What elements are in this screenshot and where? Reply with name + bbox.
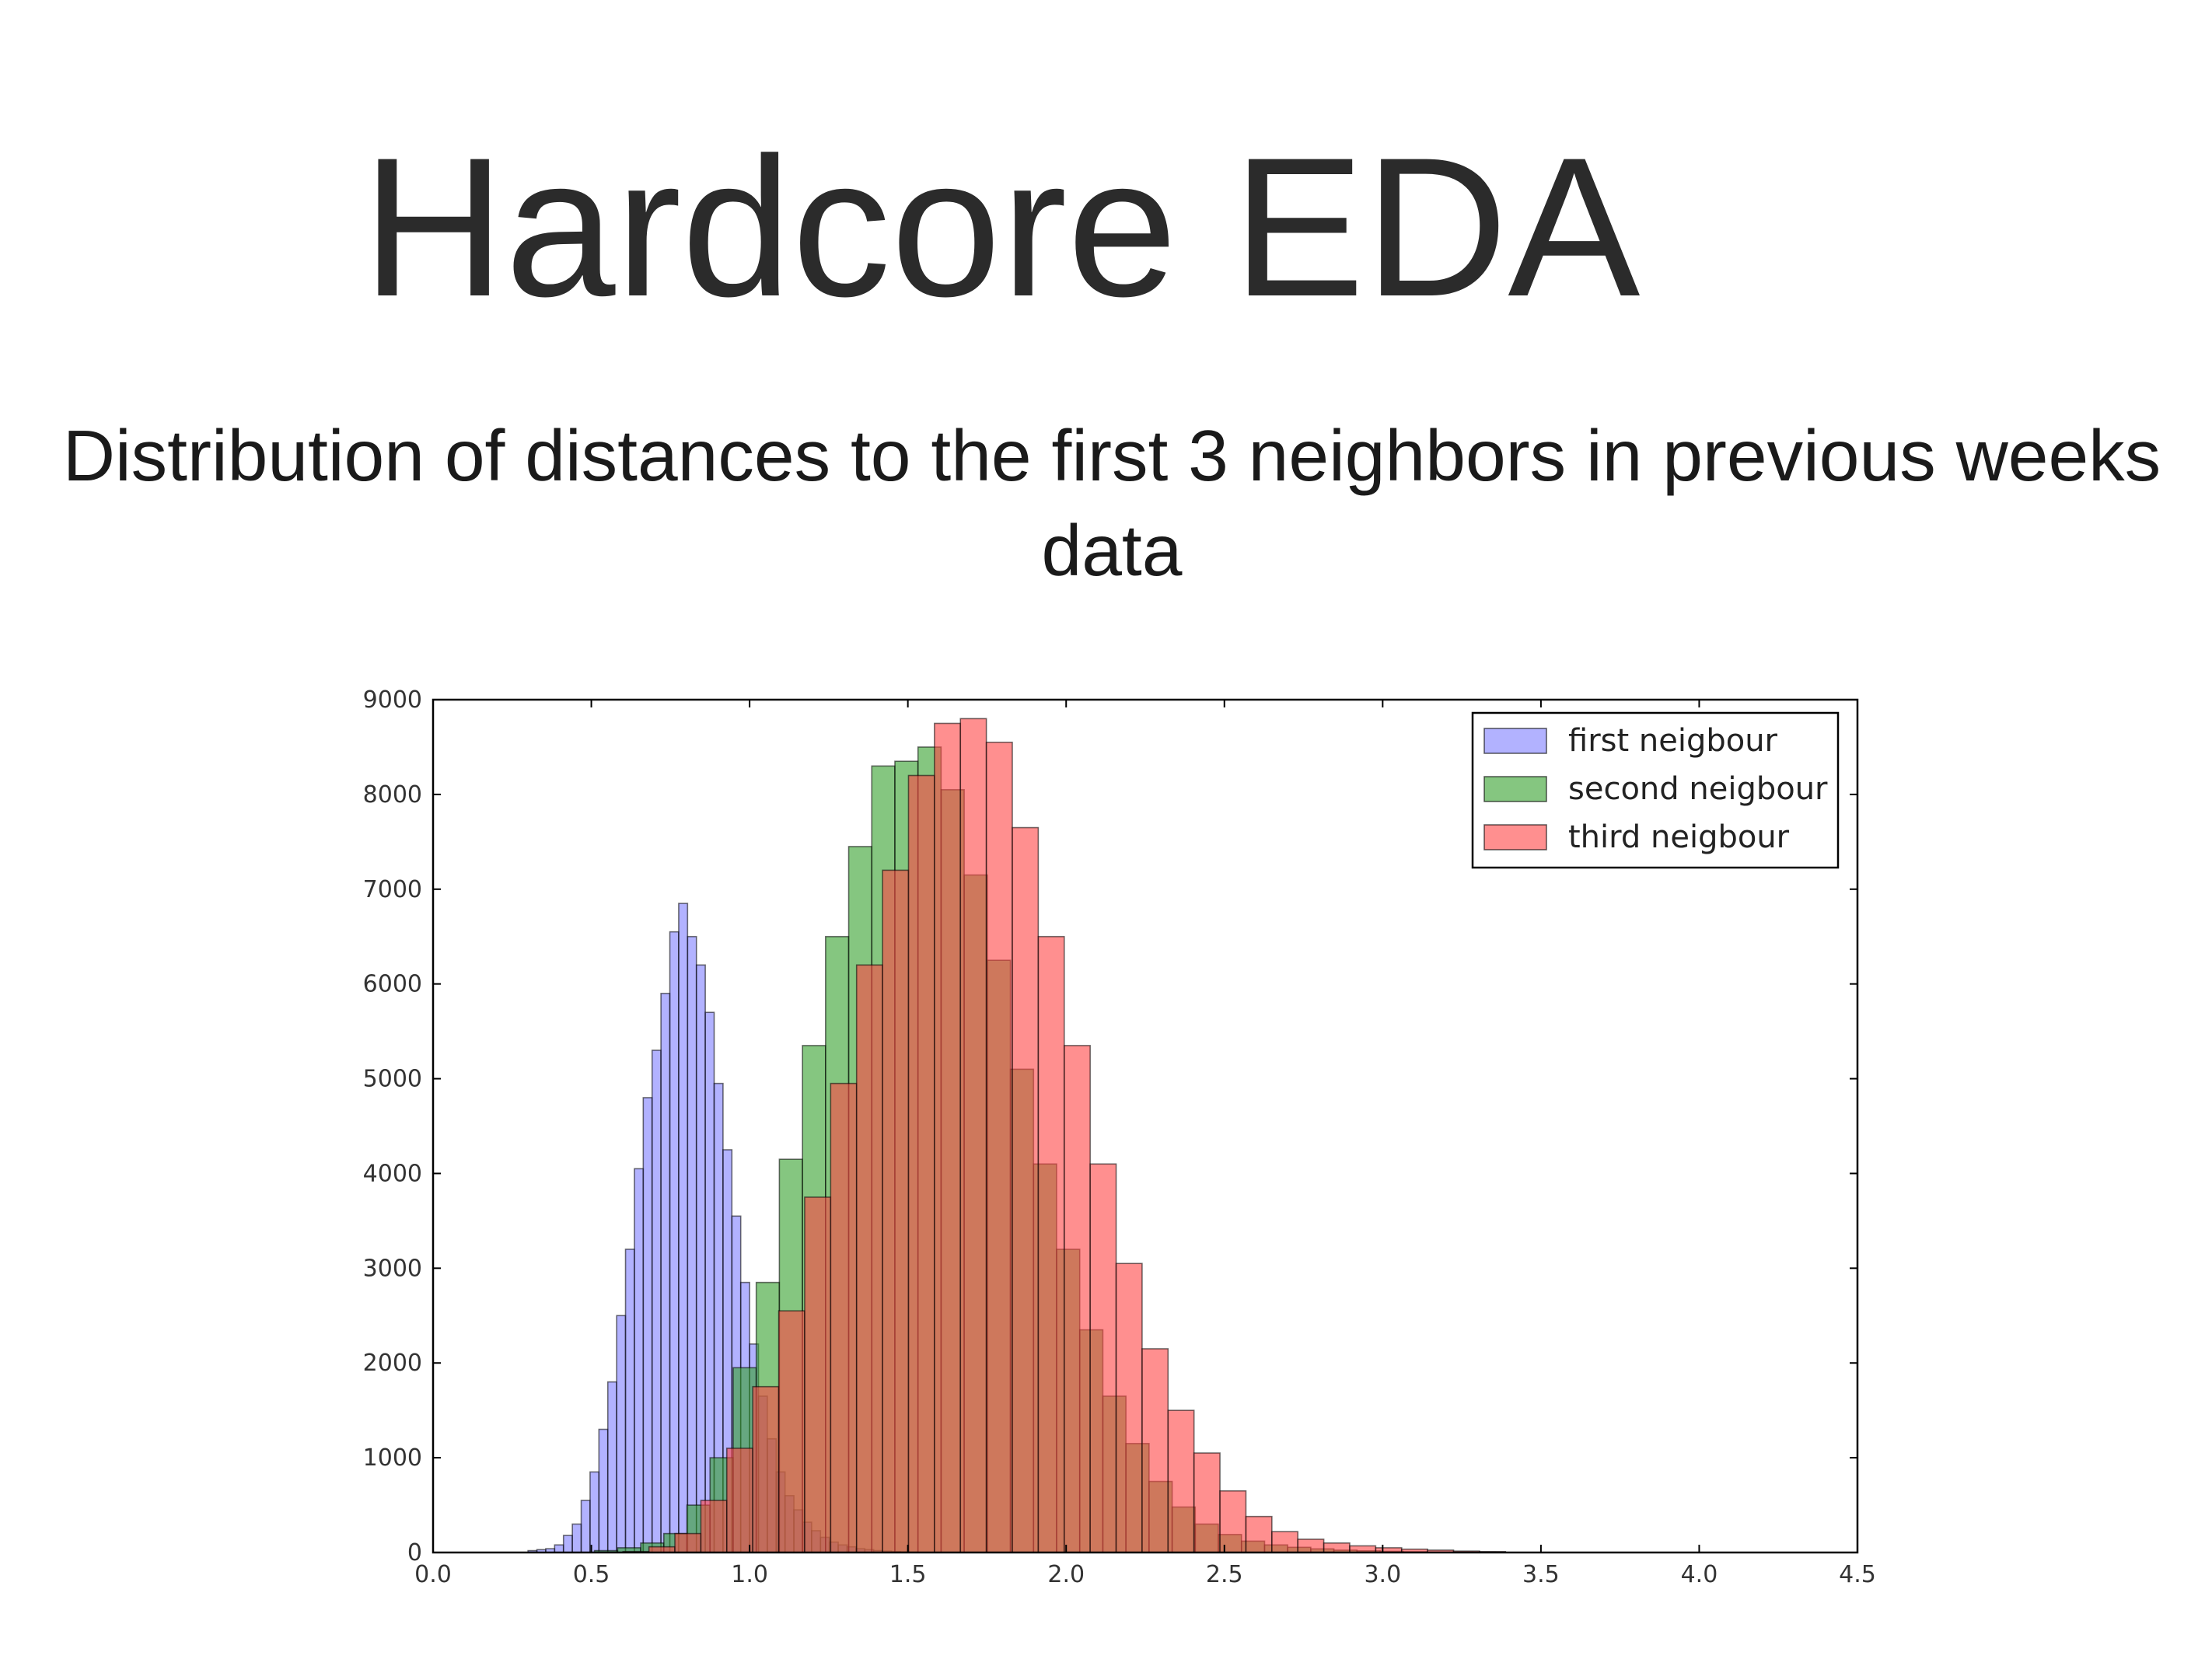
bar	[907, 774, 935, 1553]
y-tick-label: 3000	[363, 1255, 422, 1282]
bar	[778, 1310, 805, 1553]
bar	[985, 742, 1013, 1553]
bar	[1037, 935, 1065, 1553]
x-tick-label: 1.0	[731, 1561, 768, 1588]
bar	[695, 964, 706, 1553]
bar	[634, 1168, 645, 1553]
bar	[725, 1448, 753, 1553]
bar	[855, 964, 883, 1553]
x-tick-label: 2.5	[1206, 1561, 1243, 1588]
bar	[606, 1381, 617, 1553]
bar	[1012, 826, 1040, 1553]
x-tick-label: 1.5	[889, 1561, 927, 1588]
bar	[1063, 1045, 1091, 1553]
bar	[562, 1535, 573, 1553]
bar	[571, 1523, 582, 1553]
bar	[934, 722, 962, 1553]
legend: first neigbour second neigbour third neigb…	[1471, 711, 1840, 869]
bar	[1141, 1348, 1169, 1553]
bar	[616, 1315, 627, 1553]
bar	[580, 1500, 591, 1553]
slide-subtitle: Distribution of distances to the first 3…	[62, 415, 2161, 591]
x-tick-label: 4.0	[1681, 1561, 1718, 1588]
legend-label: second neigbour	[1568, 771, 1828, 807]
bar	[1115, 1263, 1143, 1553]
bar	[651, 1050, 662, 1553]
bar	[804, 1196, 832, 1553]
x-tick-label: 2.0	[1047, 1561, 1085, 1588]
legend-label: third neigbour	[1568, 819, 1790, 855]
x-tick-label: 3.5	[1522, 1561, 1560, 1588]
y-tick-label: 0	[407, 1539, 422, 1566]
bar	[1167, 1409, 1195, 1553]
bar	[1219, 1490, 1247, 1553]
y-tick-label: 7000	[363, 876, 422, 903]
slide-title: Hardcore EDA	[362, 117, 1641, 338]
bar	[669, 931, 680, 1553]
x-tick-label: 4.5	[1839, 1561, 1876, 1588]
bars-layer	[527, 718, 1507, 1553]
legend-swatch	[1483, 776, 1547, 802]
bar	[642, 1097, 653, 1553]
bar	[1297, 1539, 1325, 1553]
y-tick-label: 8000	[363, 781, 422, 809]
bar	[660, 993, 671, 1553]
bar	[687, 935, 697, 1553]
y-tick-label: 9000	[363, 686, 422, 714]
y-tick-label: 6000	[363, 971, 422, 998]
x-tick-label: 0.0	[414, 1561, 452, 1588]
y-tick-label: 4000	[363, 1160, 422, 1187]
bar	[589, 1471, 600, 1553]
y-tick-label: 5000	[363, 1066, 422, 1093]
bar	[1245, 1515, 1273, 1553]
bar	[674, 1532, 702, 1553]
bar	[752, 1385, 780, 1553]
bar	[700, 1500, 728, 1553]
y-tick-label: 1000	[363, 1444, 422, 1472]
x-tick-label: 0.5	[573, 1561, 610, 1588]
series-3	[622, 718, 1507, 1553]
x-tick-label: 3.0	[1364, 1561, 1401, 1588]
bar	[1271, 1531, 1299, 1553]
legend-swatch	[1483, 824, 1547, 850]
legend-swatch	[1483, 728, 1547, 754]
bar	[624, 1249, 635, 1553]
bar	[1323, 1542, 1351, 1553]
plot-frame	[432, 698, 1859, 1554]
ticks-layer: 0.0 0.5 1.0 1.5 2.0 2.5 3.0 3.5 4.0 4.5 0 1000 2000 3…	[363, 686, 1876, 1588]
bar	[959, 718, 987, 1553]
y-tick-label: 2000	[363, 1350, 422, 1377]
legend-label: first neigbour	[1568, 723, 1778, 759]
bar	[554, 1544, 564, 1553]
bar	[830, 1082, 858, 1553]
bar	[1089, 1163, 1117, 1553]
bar	[678, 903, 689, 1553]
bar	[1193, 1452, 1221, 1553]
bar	[598, 1428, 609, 1553]
bar	[882, 869, 910, 1553]
bar	[1349, 1545, 1377, 1553]
